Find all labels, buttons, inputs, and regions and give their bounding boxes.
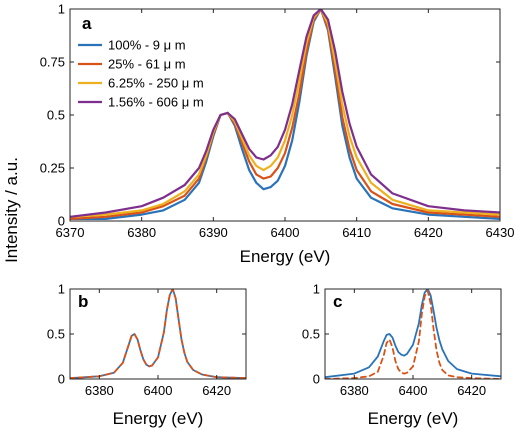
legend-label-4: 1.56% - 606 μ m xyxy=(108,95,204,110)
panel-c-series-line-1 xyxy=(325,289,501,379)
panel-a-x-tick-label: 6370 xyxy=(56,225,85,240)
panel-c-x-tick-label: 6400 xyxy=(399,383,428,398)
panel-c-chart: 6380 6400 6420 0 0.5 1 Energy (eV) c xyxy=(302,282,502,428)
panel-a-series-line-4 xyxy=(70,9,500,218)
panel-c-x-tick-label: 6380 xyxy=(340,383,369,398)
panel-a-x-tick-label: 6390 xyxy=(199,225,228,240)
panel-c-x-axis-label: Energy (eV) xyxy=(368,409,459,428)
panel-a-chart: 6370 6380 6390 6400 6410 6420 6430 0 0.25 0.5 0.75… xyxy=(40,2,515,267)
panel-b-x-tick-label: 6420 xyxy=(202,383,231,398)
panel-a-x-tick-label: 6400 xyxy=(271,225,300,240)
panel-b-y-tick-label: 0 xyxy=(58,372,65,387)
panel-a-y-tick-label: 1 xyxy=(58,2,65,17)
panel-b-x-tick-label: 6400 xyxy=(144,383,173,398)
panel-a-x-tick-label: 6420 xyxy=(414,225,443,240)
panel-c-series-line-2 xyxy=(325,289,501,379)
legend: 100% - 9 μ m 25% - 61 μ m 6.25% - 250 μ m 1… xyxy=(78,38,204,110)
panel-a-series-line-1 xyxy=(70,9,500,220)
panel-a-y-tick-label: 0.5 xyxy=(47,108,65,123)
panel-a-x-axis-label: Energy (eV) xyxy=(240,247,331,266)
panel-a-series-line-2 xyxy=(70,9,500,220)
panel-a-y-tick-label: 0 xyxy=(58,214,65,229)
panel-a-y-tick-label: 0.25 xyxy=(40,161,65,176)
shared-y-axis-label: Intensity / a.u. xyxy=(2,157,21,263)
legend-label-2: 25% - 61 μ m xyxy=(108,57,186,72)
panel-a-x-tick-label: 6380 xyxy=(127,225,156,240)
legend-label-1: 100% - 9 μ m xyxy=(108,38,186,53)
panel-a-letter: a xyxy=(82,14,92,33)
panel-a-y-tick-label: 0.75 xyxy=(40,55,65,70)
panel-b-letter: b xyxy=(78,292,88,311)
panel-b-y-tick-label: 1 xyxy=(58,282,65,297)
panel-b-x-tick-label: 6380 xyxy=(85,383,114,398)
panel-b-y-tick-label: 0.5 xyxy=(47,327,65,342)
legend-label-3: 6.25% - 250 μ m xyxy=(108,76,204,91)
panel-a-x-tick-label: 6410 xyxy=(342,225,371,240)
panel-b-x-axis-label: Energy (eV) xyxy=(113,409,204,428)
panel-c-letter: c xyxy=(333,292,342,311)
panel-b-chart: 6380 6400 6420 0 0.5 1 Energy (eV) b xyxy=(47,282,247,428)
panel-a-series-line-3 xyxy=(70,9,500,218)
panel-b-axes-frame xyxy=(69,288,247,380)
panel-b-series-line-1 xyxy=(70,289,246,379)
panel-c-y-tick-label: 1 xyxy=(313,282,320,297)
panel-b-series-line-2 xyxy=(70,289,246,379)
panel-a-x-tick-label: 6430 xyxy=(486,225,515,240)
panel-c-y-tick-label: 0.5 xyxy=(302,327,320,342)
panel-c-x-tick-label: 6420 xyxy=(457,383,486,398)
panel-c-y-tick-label: 0 xyxy=(313,372,320,387)
